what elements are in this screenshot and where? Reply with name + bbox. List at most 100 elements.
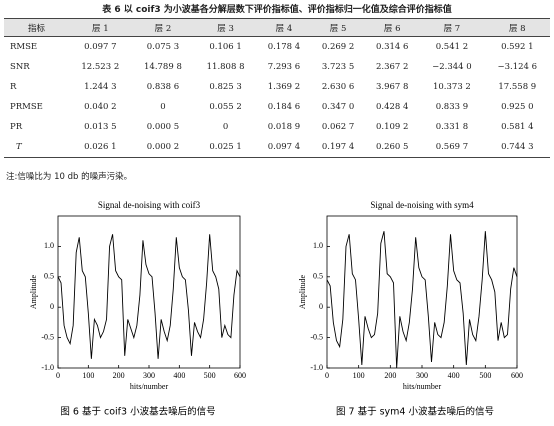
table-cell: 0.106 1 <box>209 42 242 52</box>
y-tick-label: 0.5 <box>44 272 54 281</box>
table-cell: 0.197 4 <box>311 137 366 158</box>
x-tick-label: 400 <box>173 371 185 380</box>
table-row: PRMSE 0.040 2 0 0.055 2 0.184 6 0.347 0 0.428 … <box>4 97 550 117</box>
header-cell: 层 6 <box>365 18 420 37</box>
header-cell: 层 3 <box>194 18 257 37</box>
table-cell: 0.013 5 <box>84 122 117 132</box>
table-cell: 0.040 2 <box>84 102 117 112</box>
table-cell: 3.967 8 <box>375 82 409 92</box>
y-tick-label: -0.5 <box>310 332 323 341</box>
table-cell: 0.018 9 <box>267 122 301 132</box>
x-tick-label: 600 <box>234 371 246 380</box>
table-cell: 0 <box>222 122 229 132</box>
x-tick-label: 0 <box>325 371 329 380</box>
figure: Signal de-noising with sym4 0 100 200 300 400… <box>298 200 523 418</box>
table-cell: T <box>4 137 69 158</box>
header-cell: 层 4 <box>256 18 311 37</box>
table-cell: 0.055 2 <box>209 102 242 112</box>
header-cell: 层 5 <box>311 18 366 37</box>
table-cell: 0.541 2 <box>435 42 469 52</box>
table-cell: 0.331 8 <box>435 122 469 132</box>
x-tick-label: 100 <box>353 371 365 380</box>
y-tick-label: 0 <box>50 302 54 311</box>
x-tick-label: 600 <box>511 371 523 380</box>
table-cell: 0.000 5 <box>146 122 180 132</box>
table-cell: 2.367 2 <box>375 62 409 72</box>
table-cell: 17.558 9 <box>498 82 537 92</box>
x-tick-label: 300 <box>143 371 155 380</box>
header-cell: 指标 <box>4 18 69 37</box>
table-cell: 0.581 4 <box>501 122 534 132</box>
table-cell: 0.097 7 <box>84 42 117 52</box>
table-row: T 0.026 1 0.000 2 0.025 1 0.097 4 0.197 4 0.26… <box>4 137 550 158</box>
table-cell: 11.808 8 <box>206 62 245 72</box>
table-row: PR 0.013 5 0.000 5 0 0.018 9 0.062 7 0.109 2 0.… <box>4 117 550 137</box>
x-tick-label: 500 <box>204 371 216 380</box>
table-cell: 1.244 3 <box>84 82 117 92</box>
header-cell: 层 2 <box>131 18 195 37</box>
header-cell: 层 7 <box>419 18 485 37</box>
figure-caption: 图 7 基于 sym4 小波基去噪后的信号 <box>336 406 494 418</box>
table-cell: 0.428 4 <box>375 102 409 112</box>
table-cell: 0.925 0 <box>501 102 534 112</box>
table-cell: 1.369 2 <box>267 82 301 92</box>
x-tick-label: 200 <box>113 371 125 380</box>
x-axis-label: hits/number <box>403 382 442 391</box>
table-cell: PR <box>10 122 23 132</box>
y-tick-label: -0.5 <box>41 332 54 341</box>
y-tick-label: 1.0 <box>313 241 323 250</box>
table-cell: 0.062 7 <box>321 122 355 132</box>
x-axis-label: hits/number <box>130 382 169 391</box>
table-row: R 1.244 3 0.838 6 0.825 3 1.369 2 2.630 6 3.96… <box>4 77 550 97</box>
y-tick-label: 0.5 <box>313 272 323 281</box>
x-tick-label: 200 <box>384 371 396 380</box>
y-tick-label: -1.0 <box>41 363 54 372</box>
header-cell: 层 1 <box>69 18 132 37</box>
table-cell: 0.026 1 <box>69 137 132 158</box>
table-cell: RMSE <box>10 42 38 52</box>
table-cell: 0.569 7 <box>419 137 485 158</box>
table-cell: −3.124 6 <box>497 62 538 72</box>
x-tick-label: 500 <box>479 371 491 380</box>
y-tick-label: 1.0 <box>44 241 54 250</box>
table-row: RMSE 0.097 7 0.075 3 0.106 1 0.178 4 0.269 2 0… <box>4 37 550 58</box>
table-cell: 0.025 1 <box>194 137 257 158</box>
table-cell: 2.630 6 <box>321 82 355 92</box>
figure: Signal de-noising with coif3 0 100 200 300 40… <box>29 200 246 418</box>
header-cell: 层 8 <box>484 18 550 37</box>
x-tick-label: 400 <box>448 371 460 380</box>
table-caption: 表 6 以 coif3 为小波基各分解层数下评价指标值、评价指标归一化值及综合评… <box>102 5 452 15</box>
y-tick-label: -1.0 <box>310 363 323 372</box>
chart-title: Signal de-noising with sym4 <box>370 200 474 210</box>
plot-frame <box>57 215 241 369</box>
table-cell: SNR <box>10 62 30 72</box>
table-cell: 10.373 2 <box>432 82 471 92</box>
table-row: SNR 12.523 2 14.789 8 11.808 8 7.293 6 3.723 … <box>4 57 550 77</box>
x-tick-label: 300 <box>416 371 428 380</box>
figure-caption: 图 6 基于 coif3 小波基去噪后的信号 <box>60 406 215 418</box>
table-cell: 0.592 1 <box>501 42 534 52</box>
table-cell: 0 <box>160 102 166 112</box>
table-cell: −2.344 0 <box>432 62 472 72</box>
y-axis-label: Amplitude <box>29 274 38 309</box>
signal-line <box>57 234 241 359</box>
table-cell: 7.293 6 <box>267 62 301 72</box>
table-cell: 0.825 3 <box>209 82 242 92</box>
table-cell: 0.184 6 <box>267 102 301 112</box>
chart-title: Signal de-noising with coif3 <box>98 200 201 210</box>
table-cell: 3.723 5 <box>321 62 355 72</box>
y-axis-label: Amplitude <box>298 274 307 309</box>
x-tick-label: 0 <box>56 371 60 380</box>
table-cell: 0.075 3 <box>146 42 180 52</box>
table-cell: PRMSE <box>10 102 43 112</box>
table-cell: 0.097 4 <box>256 137 311 158</box>
table-cell: 0.269 2 <box>321 42 355 52</box>
signal-line <box>326 231 518 369</box>
table-cell: 0.833 9 <box>435 102 469 112</box>
y-tick-label: 0 <box>319 302 323 311</box>
table-cell: 0.178 4 <box>267 42 301 52</box>
x-tick-label: 100 <box>82 371 94 380</box>
